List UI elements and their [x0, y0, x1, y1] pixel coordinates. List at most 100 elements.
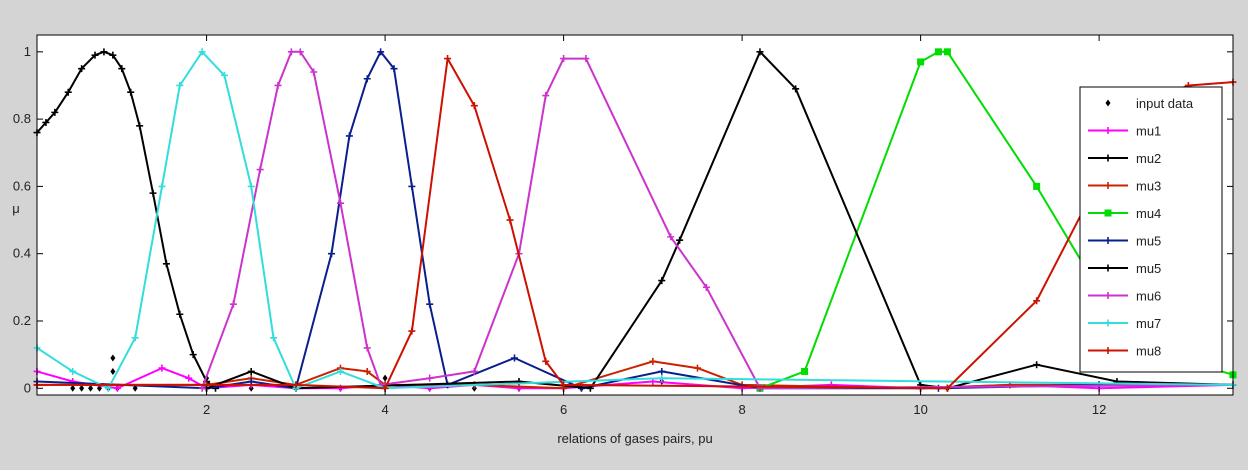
- y-tick-label: 0.6: [13, 178, 31, 193]
- data-point: [444, 55, 452, 63]
- legend-label: mu5: [1136, 261, 1161, 276]
- data-point: [658, 277, 666, 285]
- data-point: [1033, 361, 1041, 369]
- data-point: [345, 132, 353, 140]
- legend-label: input data: [1136, 96, 1194, 111]
- legend-item: input data: [1105, 96, 1194, 111]
- legend-box: [1079, 86, 1223, 373]
- data-point: [70, 384, 76, 392]
- legend-label: mu6: [1136, 289, 1161, 304]
- data-point: [702, 283, 710, 291]
- data-point: [408, 327, 416, 335]
- data-point: [363, 367, 371, 375]
- y-tick-label: 0.8: [13, 111, 31, 126]
- data-point: [229, 300, 237, 308]
- data-point: [382, 374, 388, 382]
- y-tick-label: 0.2: [13, 313, 31, 328]
- data-point: [1033, 182, 1041, 190]
- data-point: [542, 92, 550, 100]
- data-point: [113, 384, 121, 392]
- legend-label: mu1: [1136, 124, 1161, 139]
- legend-marker: [1105, 99, 1111, 107]
- data-point: [110, 367, 116, 375]
- x-tick-label: 12: [1092, 402, 1106, 417]
- legend-label: mu5: [1136, 234, 1161, 249]
- data-point: [801, 367, 809, 375]
- legend-marker: [1104, 264, 1112, 272]
- data-point: [110, 354, 116, 362]
- ticks-layer: 2 4 6 8 10 12 0 0.2 0.4 0.6 0.8 1: [13, 35, 1233, 417]
- data-point: [198, 48, 206, 56]
- series-layer: [33, 48, 1237, 392]
- legend-item: mu3: [1088, 179, 1161, 194]
- data-point: [42, 118, 50, 126]
- legend-item: mu8: [1088, 344, 1161, 359]
- legend-marker: [1104, 237, 1112, 244]
- y-tick-label: 1: [24, 44, 31, 59]
- legend: input data mu1 mu2 mu3 mu4 mu5 mu5 mu6 mu7 mu8: [1079, 86, 1223, 373]
- legend-marker: [1104, 127, 1112, 134]
- data-point: [247, 378, 255, 386]
- data-point: [296, 48, 304, 56]
- x-tick-label: 10: [913, 402, 927, 417]
- legend-marker: [1104, 154, 1112, 162]
- data-point: [658, 367, 666, 375]
- data-point: [363, 75, 371, 83]
- data-point: [51, 108, 59, 116]
- data-point: [131, 334, 139, 342]
- data-point: [310, 68, 318, 76]
- data-point: [127, 88, 135, 96]
- data-point: [693, 364, 701, 372]
- legend-label: mu4: [1136, 206, 1161, 221]
- data-point: [470, 367, 478, 375]
- y-axis-label: μ: [12, 201, 20, 216]
- data-point: [109, 51, 117, 59]
- legend-item: mu5: [1088, 234, 1161, 249]
- legend-label: mu8: [1136, 344, 1161, 359]
- data-point: [220, 71, 228, 79]
- data-point: [658, 374, 666, 382]
- data-point: [162, 260, 170, 268]
- data-point: [560, 381, 568, 389]
- data-point: [328, 250, 336, 258]
- data-point: [88, 384, 94, 392]
- data-point: [79, 384, 85, 392]
- x-tick-label: 8: [738, 402, 745, 417]
- data-point: [247, 182, 255, 190]
- data-point: [470, 102, 478, 110]
- legend-label: mu3: [1136, 179, 1161, 194]
- data-point: [336, 199, 344, 207]
- legend-item: mu7: [1088, 316, 1161, 331]
- data-point: [756, 48, 764, 56]
- data-point: [176, 310, 184, 318]
- data-point: [292, 381, 300, 389]
- data-point: [189, 351, 197, 359]
- legend-marker: [1104, 209, 1112, 217]
- legend-label: mu2: [1136, 151, 1161, 166]
- data-point: [426, 300, 434, 308]
- data-point: [1033, 297, 1041, 305]
- legend-marker: [1104, 182, 1112, 189]
- data-point: [511, 354, 519, 362]
- data-point: [792, 85, 800, 93]
- data-point: [158, 182, 166, 190]
- data-point: [104, 384, 112, 392]
- legend-item: mu6: [1088, 289, 1161, 304]
- plot-frame: [36, 34, 1234, 396]
- legend-marker: [1104, 319, 1112, 327]
- data-point: [158, 364, 166, 372]
- data-point: [198, 384, 206, 392]
- data-point: [560, 55, 568, 63]
- legend-item: mu1: [1088, 124, 1161, 139]
- data-point: [287, 48, 295, 56]
- data-point: [390, 65, 398, 73]
- data-point: [176, 81, 184, 89]
- data-point: [444, 381, 452, 389]
- data-point: [91, 51, 99, 59]
- legend-item: mu4: [1088, 206, 1161, 221]
- data-point: [336, 367, 344, 375]
- plot-area: [37, 35, 1233, 395]
- y-tick-label: 0.4: [13, 246, 31, 261]
- data-point: [377, 48, 385, 56]
